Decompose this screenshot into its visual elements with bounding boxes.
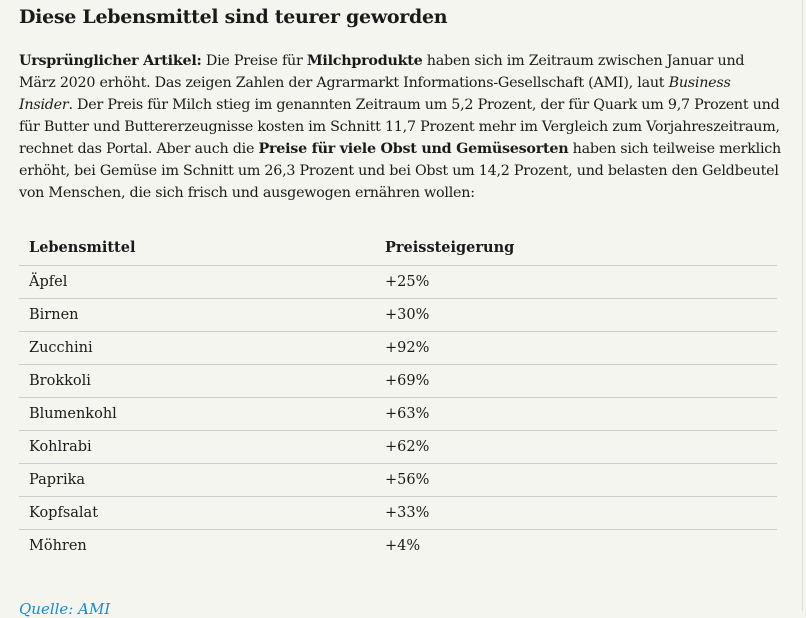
cell-food: Blumenkohl <box>19 397 375 431</box>
cell-increase: +56% <box>375 463 777 497</box>
table-row: Blumenkohl +63% <box>19 397 777 431</box>
section-title: Diese Lebensmittel sind teurer geworden <box>19 6 448 28</box>
table-row: Äpfel +25% <box>19 265 777 299</box>
intro-bold: Milchprodukte <box>306 53 423 69</box>
intro-text: haben sich teilweise merklich erhöht, be… <box>19 141 781 201</box>
cell-increase: +4% <box>385 538 421 554</box>
cell-increase: +25% <box>375 265 777 299</box>
cell-increase: +62% <box>375 430 777 464</box>
table-row: Paprika +56% <box>19 463 777 497</box>
cell-increase: +33% <box>375 496 777 530</box>
intro-text: Die Preise für <box>201 53 307 69</box>
cell-food: Äpfel <box>19 265 375 299</box>
cell-food: Kohlrabi <box>19 430 375 464</box>
cell-increase: +69% <box>375 364 777 398</box>
intro-bold: Preise für viele Obst und Gemüsesorten <box>258 141 569 157</box>
table-row: Möhren +4% <box>19 530 777 563</box>
cell-food: Möhren <box>29 538 87 554</box>
source-link[interactable]: Quelle: AMI <box>19 600 111 618</box>
table-row: Zucchini +92% <box>19 331 777 365</box>
intro-text: . Der Preis für Milch stieg im genannten… <box>19 97 780 157</box>
column-header-increase: Preissteigerung <box>375 229 777 266</box>
cell-food: Paprika <box>19 463 375 497</box>
cell-increase: +92% <box>375 331 777 365</box>
table-row: Kohlrabi +62% <box>19 430 777 464</box>
cell-increase: +30% <box>375 298 777 332</box>
page-edge-divider <box>802 0 803 611</box>
column-header-food: Lebensmittel <box>19 229 375 266</box>
price-table: Lebensmittel Preissteigerung Äpfel +25% Bi… <box>19 229 777 562</box>
cell-food: Kopfsalat <box>19 496 375 530</box>
intro-text: haben sich im Zeitraum zwischen Januar u… <box>19 53 745 91</box>
intro-label: Ursprünglicher Artikel: <box>19 53 202 69</box>
intro-italic: Business Insider <box>19 75 731 113</box>
table-header-row: Lebensmittel Preissteigerung <box>19 229 777 266</box>
table-row: Kopfsalat +33% <box>19 496 777 530</box>
table-row: Brokkoli +69% <box>19 364 777 398</box>
cell-increase: +63% <box>375 397 777 431</box>
table-row: Birnen +30% <box>19 298 777 332</box>
intro-paragraph: Ursprünglicher Artikel: Die Preise für M… <box>19 50 781 204</box>
cell-food: Zucchini <box>19 331 375 365</box>
cell-food: Birnen <box>19 298 375 332</box>
cell-food: Brokkoli <box>19 364 375 398</box>
